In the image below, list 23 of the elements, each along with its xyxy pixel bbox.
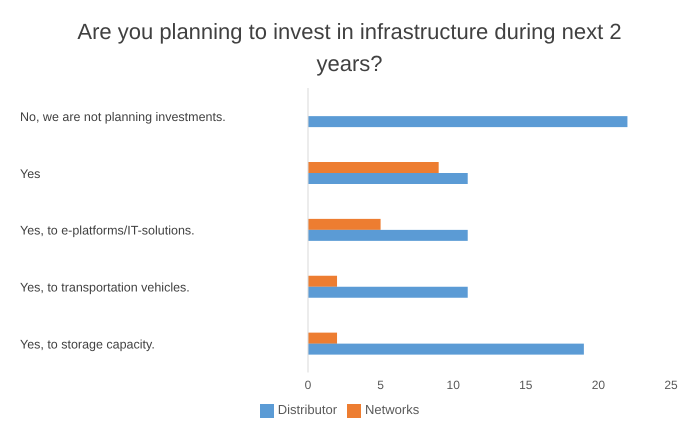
x-tick-label: 20 — [592, 378, 606, 392]
x-tick-label: 25 — [664, 378, 678, 392]
bar — [308, 172, 468, 184]
bar — [308, 286, 468, 298]
legend-label: Distributor — [278, 402, 338, 418]
y-tick-label: No, we are not planning investments. — [20, 110, 226, 124]
y-tick-label: Yes — [20, 166, 40, 181]
y-tick-label: Yes, to transportation vehicles. — [20, 280, 190, 295]
x-tick-label: 0 — [304, 378, 312, 392]
y-tick-label: Yes, to storage capacity. — [20, 337, 155, 352]
x-tick-label: 10 — [446, 378, 460, 392]
bar — [308, 332, 338, 344]
bar — [308, 162, 439, 173]
bar — [308, 218, 381, 230]
bar — [308, 116, 628, 128]
bar — [308, 230, 468, 241]
chart-title: Are you planning to invest in infrastructure during next 2 years? — [76, 18, 623, 78]
bar — [308, 344, 584, 355]
x-tick-label: 5 — [377, 378, 384, 392]
y-tick-label: Yes, to e-platforms/IT-solutions. — [20, 224, 195, 238]
legend-label: Networks — [365, 402, 420, 418]
x-tick-label: 15 — [519, 378, 533, 392]
bar — [308, 276, 338, 287]
